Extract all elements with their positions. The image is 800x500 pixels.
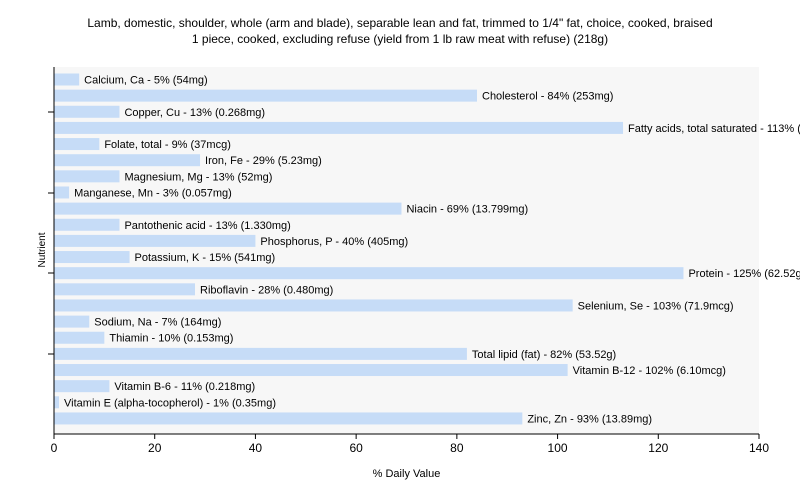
bar-data-label: Phosphorus, P - 40% (405mg)	[260, 236, 408, 248]
y-axis-label: Nutrient	[37, 232, 48, 267]
bar-data-label: Magnesium, Mg - 13% (52mg)	[124, 171, 272, 183]
bar-data-label: Vitamin B-6 - 11% (0.218mg)	[114, 381, 255, 393]
bar-data-label: Sodium, Na - 7% (164mg)	[94, 317, 221, 329]
bar-data-label: Protein - 125% (62.52g)	[688, 268, 800, 280]
bar	[54, 315, 90, 328]
bar	[54, 186, 70, 199]
bar-data-label: Vitamin E (alpha-tocopherol) - 1% (0.35m…	[64, 397, 276, 409]
x-tick-label: 80	[450, 441, 464, 455]
bar-data-label: Potassium, K - 15% (541mg)	[135, 252, 276, 264]
bar	[54, 396, 60, 409]
bar	[54, 73, 80, 86]
bar-data-label: Vitamin B-12 - 102% (6.10mcg)	[573, 365, 726, 377]
x-tick-label: 40	[249, 441, 263, 455]
bar	[54, 380, 110, 393]
x-tick-label: 120	[648, 441, 668, 455]
bar-data-label: Riboflavin - 28% (0.480mg)	[200, 284, 333, 296]
bar-data-label: Selenium, Se - 103% (71.9mcg)	[578, 300, 734, 312]
bar	[54, 234, 256, 247]
bar	[54, 218, 120, 231]
bar	[54, 121, 624, 134]
bar-data-label: Pantothenic acid - 13% (1.330mg)	[124, 220, 290, 232]
bar	[54, 364, 568, 377]
bar-data-label: Thiamin - 10% (0.153mg)	[109, 333, 233, 345]
bar	[54, 251, 130, 264]
bar-data-label: Fatty acids, total saturated - 113% (22.…	[628, 123, 800, 135]
bar-data-label: Cholesterol - 84% (253mg)	[482, 91, 613, 103]
bar	[54, 267, 684, 280]
bar-data-label: Total lipid (fat) - 82% (53.52g)	[472, 349, 616, 361]
bar	[54, 154, 201, 167]
bar	[54, 89, 477, 102]
x-tick-label: 60	[349, 441, 363, 455]
bar	[54, 412, 523, 425]
chart-title: Lamb, domestic, shoulder, whole (arm and…	[87, 16, 713, 30]
bar	[54, 105, 120, 118]
bar	[54, 283, 195, 296]
bar-data-label: Manganese, Mn - 3% (0.057mg)	[74, 187, 232, 199]
bar-data-label: Niacin - 69% (13.799mg)	[406, 204, 528, 216]
chart-subtitle: 1 piece, cooked, excluding refuse (yield…	[191, 32, 609, 46]
bar-data-label: Copper, Cu - 13% (0.268mg)	[124, 107, 265, 119]
x-axis-label: % Daily Value	[373, 468, 441, 480]
x-tick-label: 0	[51, 441, 58, 455]
bar	[54, 170, 120, 183]
x-tick-label: 100	[548, 441, 568, 455]
bar	[54, 299, 573, 312]
bar	[54, 138, 100, 151]
bar-data-label: Calcium, Ca - 5% (54mg)	[84, 75, 207, 87]
x-tick-label: 140	[749, 441, 769, 455]
x-tick-label: 20	[148, 441, 162, 455]
bar-data-label: Zinc, Zn - 93% (13.89mg)	[527, 413, 652, 425]
bar	[54, 202, 402, 215]
bar	[54, 347, 467, 360]
bar-data-label: Folate, total - 9% (37mcg)	[104, 139, 231, 151]
bar-data-label: Iron, Fe - 29% (5.23mg)	[205, 155, 322, 167]
bar	[54, 331, 105, 344]
